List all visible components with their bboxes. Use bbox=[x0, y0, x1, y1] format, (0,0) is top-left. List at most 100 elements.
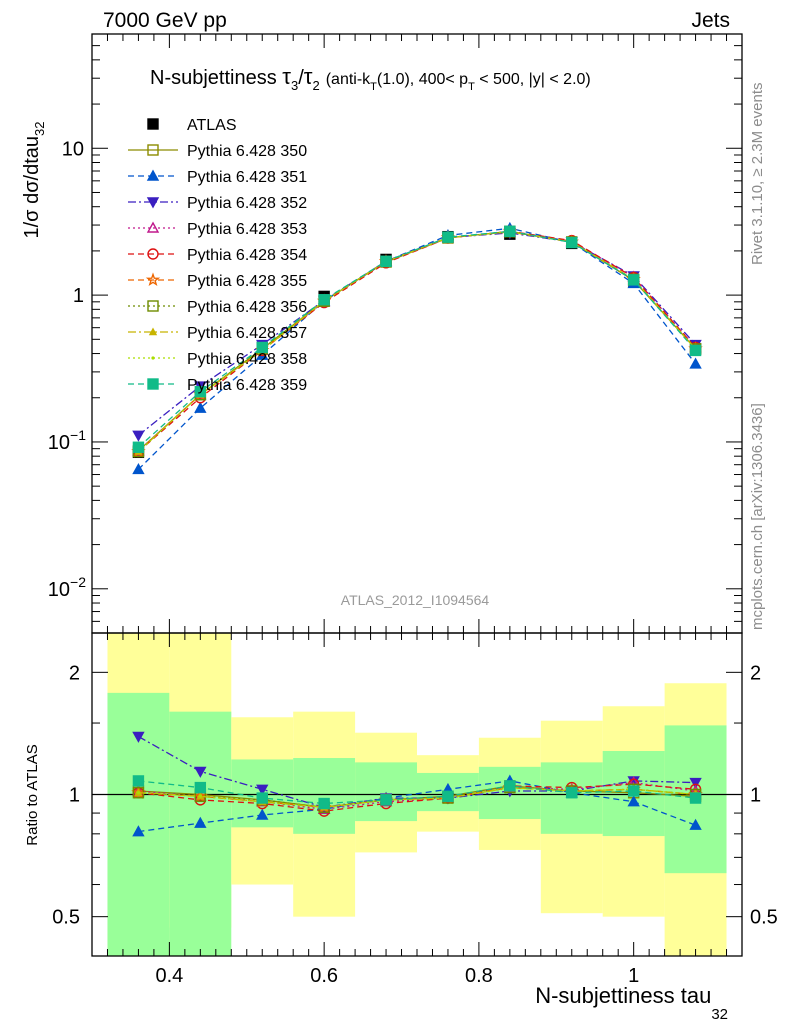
ratio-y-tick-label-right: 0.5 bbox=[750, 907, 778, 929]
ratio-line-pythia-6-428-353 bbox=[138, 781, 696, 810]
title-detail3: < 500, |y| < 2.0) bbox=[475, 71, 591, 88]
ratio-point-pythia-6-428-358 bbox=[136, 791, 141, 795]
point-pythia-6-428-359 bbox=[627, 274, 640, 286]
rivet-label: Rivet 3.1.10, ≥ 2.3M events bbox=[749, 83, 766, 266]
point-pythia-6-428-359 bbox=[442, 231, 454, 243]
legend-label: Pythia 6.428 356 bbox=[187, 299, 307, 316]
ratio-point-pythia-6-428-359 bbox=[194, 781, 207, 794]
point-pythia-6-428-359 bbox=[566, 236, 578, 249]
y-tick-label: 1 bbox=[73, 285, 84, 307]
header-left: 7000 GeV pp bbox=[103, 9, 227, 32]
ratio-point-pythia-6-428-351 bbox=[132, 825, 145, 837]
point-pythia-6-428-359 bbox=[689, 344, 702, 357]
ratio-y-tick-label: 0.5 bbox=[52, 907, 80, 929]
ratio-y-axis-label: Ratio to ATLAS bbox=[24, 744, 41, 845]
ratio-point-pythia-6-428-352 bbox=[256, 784, 269, 796]
ratio-point-pythia-6-428-351 bbox=[627, 795, 640, 807]
ratio-y-tick-label-right: 2 bbox=[750, 662, 761, 684]
ratio-point-pythia-6-428-359 bbox=[132, 775, 145, 787]
point-pythia-6-428-351 bbox=[689, 357, 702, 369]
ratio-line-pythia-6-428-358 bbox=[138, 786, 696, 808]
ratio-frame bbox=[91, 632, 743, 957]
title-tau2: τ bbox=[304, 64, 313, 89]
y-tick-label: 10 bbox=[62, 138, 84, 160]
ratio-uncertainty-bands bbox=[107, 633, 727, 956]
title-slash: / bbox=[298, 67, 304, 89]
title-tau3: τ bbox=[282, 64, 291, 89]
x-tick-label: 1 bbox=[628, 965, 639, 987]
legend-marker bbox=[146, 197, 160, 209]
y-tick-label: 10−2 bbox=[48, 574, 86, 601]
ratio-line-pythia-6-428-359 bbox=[138, 780, 696, 805]
ratio-point-pythia-6-428-351 bbox=[256, 808, 269, 820]
legend-marker bbox=[146, 169, 160, 181]
title-sub2: 2 bbox=[312, 78, 319, 93]
title-main: N-subjettiness bbox=[150, 67, 282, 89]
mcplots-label: mcplots.cern.ch [arXiv:1306.3436] bbox=[749, 403, 766, 630]
ratio-point-pythia-6-428-359 bbox=[256, 792, 268, 804]
x-tick-label: 0.4 bbox=[155, 965, 183, 987]
plot-title: N-subjettiness τ3/τ2 (anti-kT(1.0), 400< … bbox=[150, 64, 591, 93]
ratio-line-pythia-6-428-355 bbox=[138, 786, 696, 808]
point-pythia-6-428-351 bbox=[194, 401, 207, 413]
point-pythia-6-428-351 bbox=[132, 462, 145, 475]
ratio-y-tick-label-right: 1 bbox=[750, 785, 761, 807]
ratio-point-pythia-6-428-359 bbox=[504, 780, 516, 792]
legend-label: Pythia 6.428 359 bbox=[187, 377, 307, 394]
legend-marker bbox=[147, 378, 159, 390]
ratio-line-pythia-6-428-354 bbox=[138, 783, 696, 812]
ratio-point-pythia-6-428-351 bbox=[689, 818, 702, 830]
point-pythia-6-428-352 bbox=[132, 430, 145, 442]
legend-label: Pythia 6.428 357 bbox=[187, 325, 307, 342]
legend-marker bbox=[145, 272, 161, 287]
ratio-point-pythia-6-428-359 bbox=[566, 787, 578, 799]
header-right: Jets bbox=[691, 9, 730, 32]
title-sub3: 3 bbox=[291, 78, 298, 93]
point-pythia-6-428-359 bbox=[194, 385, 207, 398]
series-line-pythia-6-428-351 bbox=[137, 227, 697, 470]
band-inner-bin bbox=[293, 758, 356, 834]
point-pythia-6-428-359 bbox=[504, 225, 516, 237]
main-series bbox=[131, 221, 703, 475]
series-line-pythia-6-428-354 bbox=[137, 230, 697, 453]
legend-label: Pythia 6.428 351 bbox=[187, 169, 307, 186]
legend-label: Pythia 6.428 358 bbox=[187, 351, 307, 368]
legend-marker bbox=[147, 118, 159, 130]
ratio-point-pythia-6-428-359 bbox=[380, 794, 392, 806]
plot-frames bbox=[91, 33, 743, 957]
ratio-point-pythia-6-428-352 bbox=[689, 777, 702, 790]
band-inner-bin bbox=[169, 711, 232, 956]
ratio-point-pythia-6-428-352 bbox=[132, 731, 145, 743]
ratio-series bbox=[131, 731, 703, 837]
x-tick-label: 0.6 bbox=[310, 965, 338, 987]
legend-label: Pythia 6.428 353 bbox=[187, 221, 307, 238]
series-line-pythia-6-428-359 bbox=[137, 230, 697, 448]
ratio-point-pythia-6-428-359 bbox=[689, 792, 702, 804]
title-detail-sub2: T bbox=[468, 81, 475, 93]
point-pythia-6-428-359 bbox=[132, 441, 145, 453]
legend-marker bbox=[146, 221, 160, 233]
ratio-point-pythia-6-428-351 bbox=[194, 816, 207, 828]
legend-marker bbox=[151, 356, 155, 360]
point-pythia-6-428-359 bbox=[318, 294, 330, 306]
ratio-point-pythia-6-428-352 bbox=[194, 766, 207, 778]
ratio-y-tick-label: 2 bbox=[69, 662, 80, 684]
point-pythia-6-428-359 bbox=[256, 341, 268, 354]
title-detail: (anti-k bbox=[326, 71, 371, 88]
legend-marker bbox=[147, 248, 159, 260]
legend-label: Pythia 6.428 354 bbox=[187, 247, 307, 264]
legend-marker bbox=[147, 144, 159, 156]
x-axis-label: N-subjettiness tau32 bbox=[535, 983, 728, 1023]
legend-label: ATLAS bbox=[187, 117, 237, 134]
y-axis-label: 1/σ dσ/dtau32 bbox=[21, 122, 47, 239]
x-tick-label: 0.8 bbox=[465, 965, 493, 987]
ratio-point-pythia-6-428-359 bbox=[442, 790, 454, 802]
watermark: ATLAS_2012_I1094564 bbox=[341, 592, 490, 608]
legend: ATLAS Pythia 6.428 350 Pythia 6.428 351 Pyt… bbox=[128, 117, 307, 394]
ratio-point-pythia-6-428-359 bbox=[627, 785, 640, 797]
ratio-point-pythia-6-428-358 bbox=[198, 794, 202, 798]
title-detail2: (1.0), 400< p bbox=[377, 71, 468, 88]
legend-label: Pythia 6.428 352 bbox=[187, 195, 307, 212]
legend-marker bbox=[148, 327, 158, 336]
